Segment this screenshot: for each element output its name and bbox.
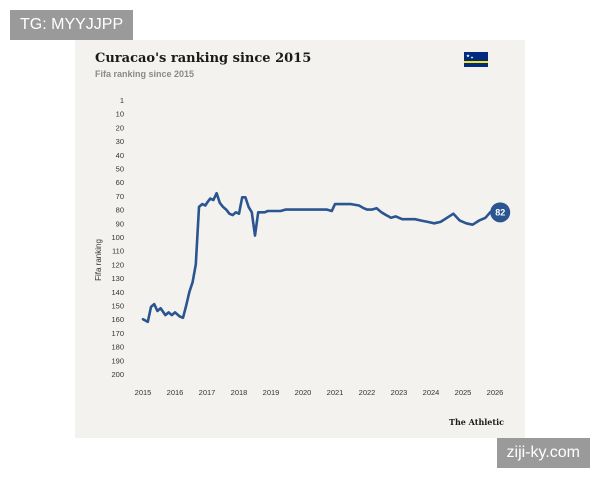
watermark-top-left: TG: MYYJJPP [10, 10, 134, 40]
x-tick-label: 2024 [423, 388, 440, 397]
y-tick-label: 90 [116, 219, 124, 228]
y-tick-label: 60 [116, 178, 124, 187]
chart-subtitle: Fifa ranking since 2015 [95, 69, 195, 79]
x-tick-label: 2017 [199, 388, 216, 397]
y-tick-label: 130 [111, 274, 124, 283]
curacao-flag-icon [464, 52, 488, 67]
x-tick-label: 2023 [391, 388, 408, 397]
watermark-bottom-right: ziji-ky.com [496, 438, 590, 468]
x-tick-label: 2026 [487, 388, 504, 397]
y-tick-label: 40 [116, 151, 124, 160]
y-tick-label: 190 [111, 356, 124, 365]
y-tick-label: 160 [111, 315, 124, 324]
x-tick-label: 2025 [455, 388, 472, 397]
y-tick-label: 140 [111, 288, 124, 297]
x-axis-ticks: 2015 2016 2017 2018 2019 2020 2021 2022 2023 2024… [135, 388, 504, 397]
ranking-line [141, 191, 492, 324]
line-chart: 1102030405060708090100110120130140150160… [94, 96, 511, 397]
publisher-logo: The Athletic [449, 417, 504, 427]
x-tick-label: 2019 [263, 388, 280, 397]
y-tick-label: 180 [111, 343, 124, 352]
y-axis-ticks: 1102030405060708090100110120130140150160… [111, 96, 124, 379]
y-tick-label: 120 [111, 260, 124, 269]
y-tick-label: 80 [116, 206, 124, 215]
y-tick-label: 1 [120, 96, 124, 105]
y-tick-label: 10 [116, 110, 124, 119]
y-tick-label: 170 [111, 329, 124, 338]
x-tick-label: 2022 [359, 388, 376, 397]
x-tick-label: 2020 [295, 388, 312, 397]
y-tick-label: 70 [116, 192, 124, 201]
y-axis-label: Fifa ranking [94, 239, 103, 281]
y-tick-label: 30 [116, 137, 124, 146]
end-label: 82 [495, 207, 505, 217]
y-tick-label: 110 [112, 247, 124, 256]
x-tick-label: 2016 [167, 388, 184, 397]
end-marker [490, 202, 511, 223]
y-tick-label: 200 [111, 370, 124, 379]
y-tick-label: 100 [111, 233, 124, 242]
y-tick-label: 150 [111, 302, 124, 311]
y-tick-label: 50 [116, 165, 124, 174]
y-tick-label: 20 [116, 123, 124, 132]
x-tick-label: 2021 [327, 388, 344, 397]
x-tick-label: 2015 [135, 388, 152, 397]
chart-card: Curacao's ranking since 2015 Fifa rankin… [75, 40, 525, 438]
x-tick-label: 2018 [231, 388, 248, 397]
chart-title: Curacao's ranking since 2015 [95, 51, 312, 66]
